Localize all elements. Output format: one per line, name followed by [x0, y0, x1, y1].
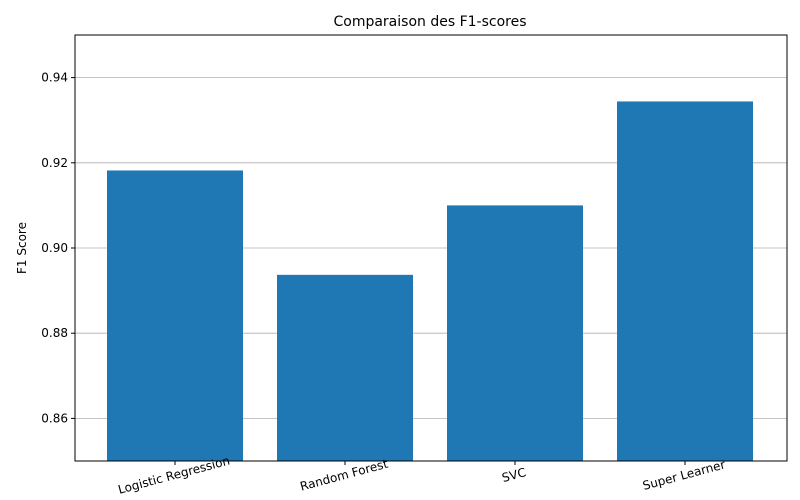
bar-random-forest [277, 274, 413, 461]
bar-super-learner [617, 101, 753, 462]
y-tick-label: 0.88 [41, 326, 68, 340]
y-tick-label: 0.90 [41, 241, 68, 255]
y-axis-label: F1 Score [15, 222, 29, 274]
y-tick-label: 0.92 [41, 156, 68, 170]
x-tick-label: SVC [500, 465, 527, 485]
chart-title: Comparaison des F1-scores [333, 14, 526, 30]
bar-layer [107, 101, 753, 462]
x-tick-label: Super Learner [641, 457, 727, 492]
bar-svc [447, 205, 583, 461]
y-tick-label: 0.94 [41, 71, 68, 85]
x-tick-label: Random Forest [299, 457, 390, 494]
plot-frame [74, 34, 788, 462]
y-tick-label: 0.86 [41, 411, 68, 425]
bar-logistic-regression [107, 170, 243, 461]
